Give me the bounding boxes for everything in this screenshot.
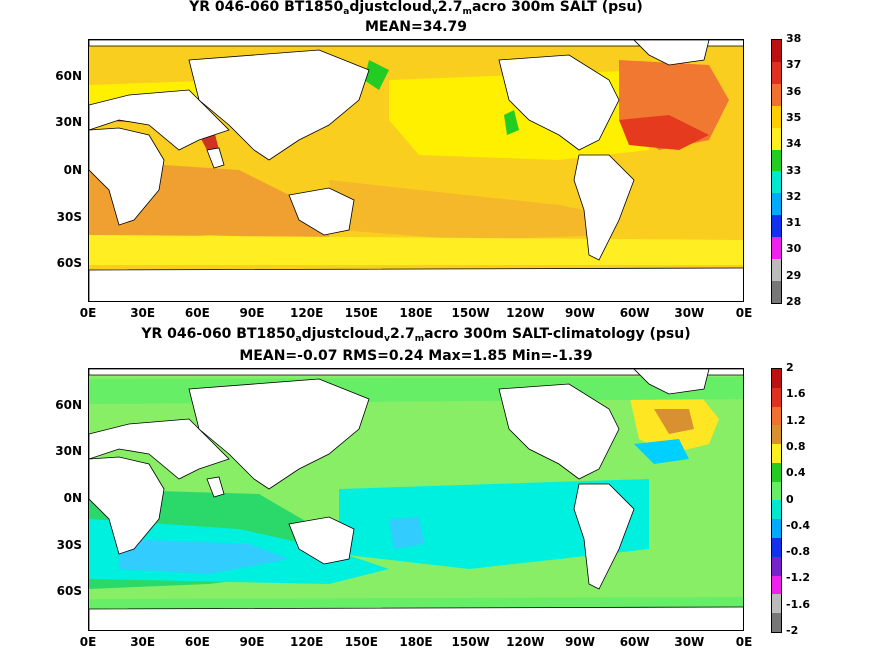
lat-label: 60N: [55, 398, 82, 412]
colorbar-segment: [772, 259, 781, 281]
colorbar-label: 28: [786, 295, 802, 308]
colorbar-segment: [772, 171, 781, 194]
colorbar-label: 34: [786, 137, 802, 151]
colorbar-label: 36: [786, 84, 802, 98]
lon-label: 120E: [290, 635, 324, 649]
lon-label: 90W: [565, 306, 595, 320]
lon-label: 30E: [130, 635, 156, 649]
colorbar-segment: [772, 425, 781, 445]
colorbar-label: -2: [786, 624, 799, 637]
colorbar-label: -1.2: [786, 571, 811, 585]
colorbar-label: 1.6: [786, 387, 806, 401]
lat-label: 0N: [63, 491, 82, 505]
lon-label: 90E: [239, 306, 265, 320]
colorbar-segment: [772, 127, 781, 150]
colorbar-label: -1.6: [786, 597, 811, 611]
colorbar-label: 38: [786, 32, 802, 45]
colorbar-segment: [772, 280, 781, 303]
lon-label: 60E: [184, 306, 210, 320]
colorbar-segment: [772, 61, 781, 84]
colorbar-label: 0.4: [786, 466, 806, 480]
colorbar-segment: [772, 575, 781, 595]
lon-label: 150E: [344, 635, 378, 649]
colorbar-segment: [772, 556, 781, 576]
panel1-title: YR 046-060 BT1850adjustcloudv2.7macro 30…: [189, 0, 643, 17]
panel1-subtitle: MEAN=34.79: [364, 19, 468, 35]
colorbar-label: 0: [786, 492, 794, 506]
lon-label: 150W: [451, 306, 490, 320]
lat-label: 0N: [63, 163, 82, 177]
colorbar-label: 29: [786, 268, 802, 282]
colorbar-segment: [772, 481, 781, 501]
colorbar-label: 32: [786, 189, 802, 203]
lon-label: 0E: [735, 635, 753, 649]
colorbar-label: 37: [786, 58, 802, 72]
lon-label: 150E: [344, 306, 378, 320]
lon-label: 0E: [79, 306, 97, 320]
panel2-title: YR 046-060 BT1850adjustcloudv2.7macro 30…: [141, 326, 691, 344]
salt-colorbar: [771, 39, 782, 304]
lon-label: 0E: [735, 306, 753, 320]
colorbar-segment: [772, 215, 781, 238]
colorbar-segment: [772, 369, 781, 388]
lat-label: 30N: [55, 444, 82, 458]
colorbar-segment: [772, 105, 781, 128]
lon-label: 120W: [506, 635, 545, 649]
lon-label: 180E: [399, 635, 433, 649]
salt-map: [88, 39, 744, 302]
lon-label: 60E: [184, 635, 210, 649]
lon-label: 150W: [451, 635, 490, 649]
colorbar-segment: [772, 149, 781, 172]
colorbar-label: 0.8: [786, 439, 806, 453]
colorbar-label: 1.2: [786, 413, 806, 427]
colorbar-segment: [772, 193, 781, 216]
lon-label: 120W: [506, 306, 545, 320]
colorbar-segment: [772, 594, 781, 614]
colorbar-label: -0.8: [786, 545, 811, 559]
lon-label: 90W: [565, 635, 595, 649]
anomaly-colorbar: [771, 368, 782, 633]
colorbar-label: 30: [786, 242, 802, 256]
lat-label: 60S: [56, 256, 82, 270]
colorbar-segment: [772, 83, 781, 106]
colorbar-segment: [772, 40, 781, 62]
colorbar-segment: [772, 613, 781, 632]
colorbar-segment: [772, 406, 781, 426]
colorbar-segment: [772, 500, 781, 520]
lon-label: 60W: [619, 306, 650, 320]
lat-label: 30S: [56, 538, 82, 552]
colorbar-segment: [772, 237, 781, 260]
colorbar-segment: [772, 387, 781, 407]
colorbar-label: 2: [786, 361, 794, 374]
colorbar-label: -0.4: [786, 518, 811, 532]
colorbar-label: 31: [786, 216, 802, 230]
lon-label: 30W: [674, 635, 705, 649]
colorbar-label: 35: [786, 110, 802, 124]
lat-label: 30S: [56, 210, 82, 224]
colorbar-segment: [772, 538, 781, 557]
lat-label: 30N: [55, 115, 82, 129]
lat-label: 60N: [55, 69, 82, 83]
lon-label: 30E: [130, 306, 156, 320]
lat-label: 60S: [56, 584, 82, 598]
lon-label: 120E: [290, 306, 324, 320]
colorbar-segment: [772, 519, 781, 539]
lon-label: 30W: [674, 306, 705, 320]
lon-label: 60W: [619, 635, 650, 649]
colorbar-segment: [772, 462, 781, 482]
panel2-subtitle: MEAN=-0.07 RMS=0.24 Max=1.85 Min=-1.39: [239, 348, 593, 364]
lon-label: 180E: [399, 306, 433, 320]
lon-label: 0E: [79, 635, 97, 649]
salt-anomaly-map: [88, 368, 744, 631]
lon-label: 90E: [239, 635, 265, 649]
colorbar-label: 33: [786, 163, 802, 177]
colorbar-segment: [772, 444, 781, 463]
